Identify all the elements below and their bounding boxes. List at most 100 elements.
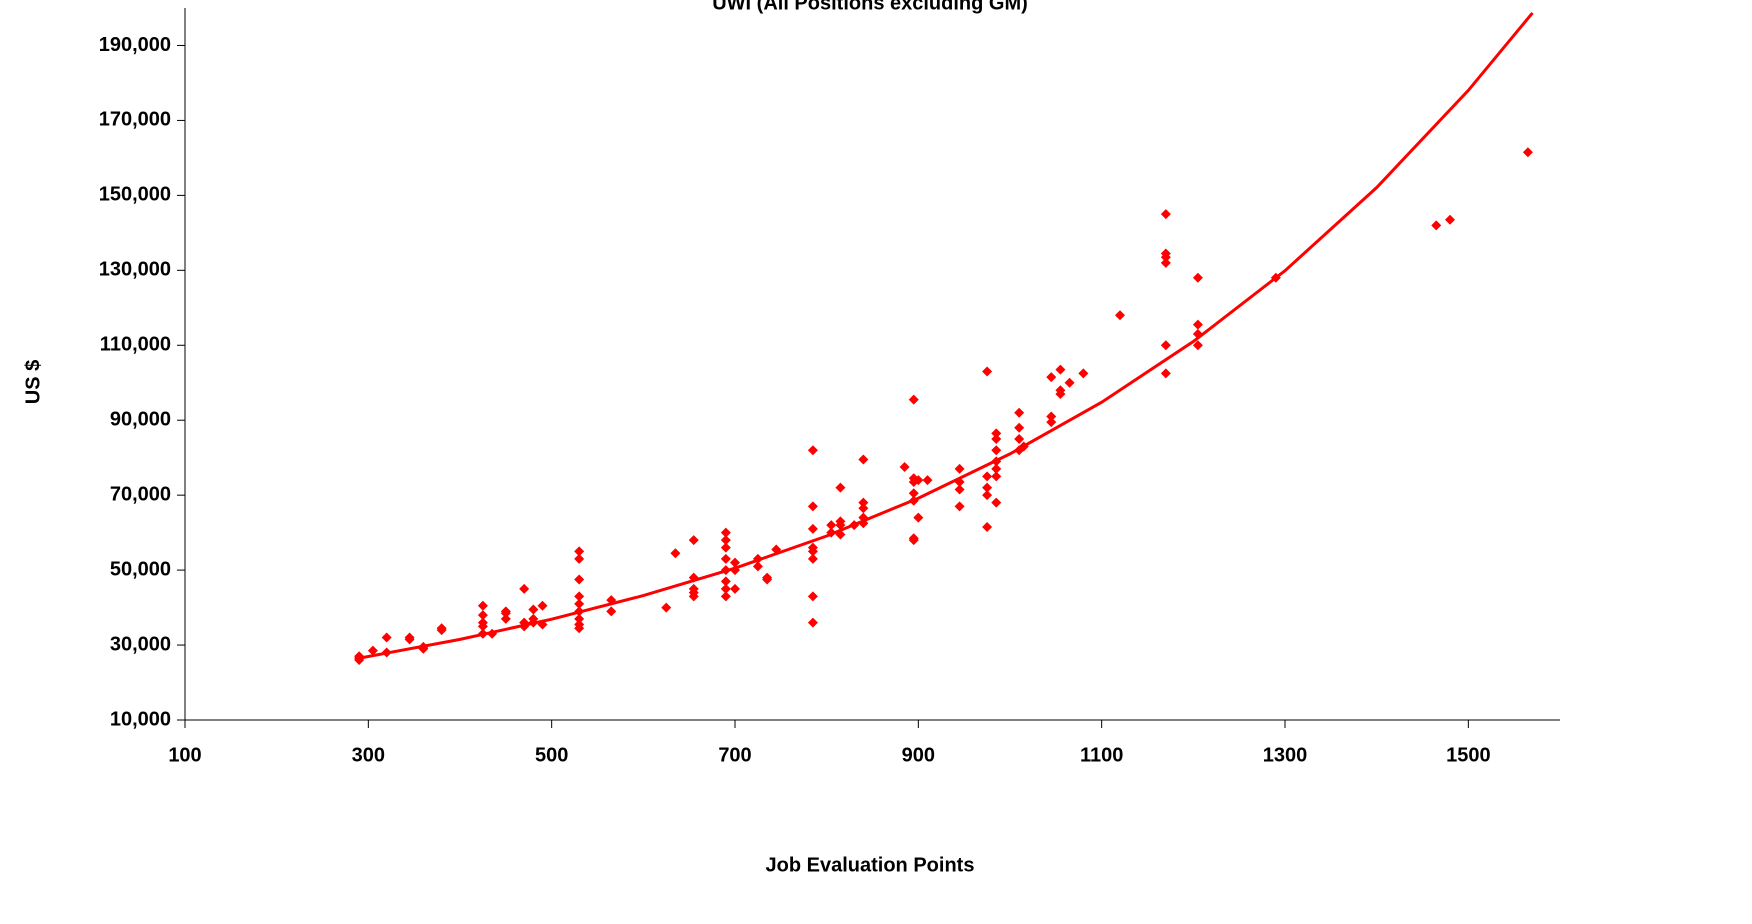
data-point bbox=[991, 471, 1002, 482]
data-point bbox=[826, 520, 837, 531]
data-point bbox=[477, 617, 488, 628]
data-point bbox=[574, 574, 585, 585]
data-point bbox=[477, 610, 488, 621]
data-point bbox=[720, 591, 731, 602]
y-tick-label: 130,000 bbox=[99, 259, 171, 281]
data-point bbox=[807, 445, 818, 456]
data-point bbox=[954, 463, 965, 474]
data-point bbox=[991, 497, 1002, 508]
data-point bbox=[436, 623, 447, 634]
data-point bbox=[574, 619, 585, 630]
data-point bbox=[1445, 214, 1455, 225]
data-point bbox=[922, 475, 933, 486]
data-point bbox=[1014, 433, 1025, 444]
data-point bbox=[991, 428, 1002, 439]
data-point bbox=[1522, 147, 1533, 158]
y-axis-label: US $ bbox=[22, 360, 44, 404]
data-point bbox=[730, 557, 740, 568]
y-tick-label: 50,000 bbox=[110, 558, 171, 580]
data-point bbox=[574, 613, 585, 624]
data-point bbox=[752, 561, 763, 572]
data-point bbox=[519, 583, 530, 594]
data-point bbox=[858, 503, 869, 514]
x-axis-label: Job Evaluation Points bbox=[766, 854, 975, 876]
data-point bbox=[908, 488, 919, 499]
x-tick-label: 900 bbox=[902, 744, 935, 766]
data-point bbox=[1046, 411, 1057, 422]
y-tick-label: 90,000 bbox=[110, 408, 171, 430]
data-point bbox=[720, 527, 731, 538]
y-tick-label: 70,000 bbox=[110, 483, 171, 505]
data-point bbox=[1078, 368, 1089, 379]
x-tick-label: 100 bbox=[168, 744, 201, 766]
data-point bbox=[574, 598, 585, 609]
data-point bbox=[720, 583, 731, 594]
data-point bbox=[991, 445, 1002, 456]
data-point bbox=[982, 482, 993, 493]
data-point bbox=[720, 576, 731, 587]
data-point bbox=[1160, 340, 1171, 351]
data-point bbox=[1046, 417, 1057, 428]
y-tick-label: 110,000 bbox=[100, 334, 171, 356]
data-point bbox=[807, 523, 818, 534]
x-tick-label: 1500 bbox=[1446, 744, 1491, 766]
data-point bbox=[1192, 319, 1203, 330]
data-point bbox=[1115, 310, 1125, 321]
data-point bbox=[688, 583, 699, 594]
data-point bbox=[835, 482, 846, 493]
data-point bbox=[537, 600, 548, 611]
data-point bbox=[670, 548, 681, 559]
data-point bbox=[982, 522, 993, 533]
data-point bbox=[688, 535, 699, 546]
data-point bbox=[574, 591, 585, 602]
y-tick-label: 30,000 bbox=[110, 633, 171, 655]
data-point bbox=[720, 535, 731, 546]
data-point bbox=[913, 475, 924, 486]
data-point bbox=[982, 471, 993, 482]
data-point bbox=[367, 645, 378, 656]
x-tick-label: 1300 bbox=[1263, 744, 1308, 766]
data-point bbox=[354, 653, 365, 664]
data-point bbox=[720, 542, 731, 553]
data-point bbox=[762, 572, 773, 583]
y-tick-label: 10,000 bbox=[110, 708, 171, 730]
data-point bbox=[807, 617, 818, 628]
data-point bbox=[500, 613, 511, 624]
data-point bbox=[1160, 257, 1171, 268]
x-tick-label: 1100 bbox=[1080, 744, 1123, 766]
x-tick-label: 300 bbox=[352, 744, 385, 766]
data-point bbox=[1046, 372, 1057, 383]
data-point bbox=[991, 433, 1002, 444]
data-point bbox=[807, 591, 818, 602]
data-point bbox=[606, 606, 617, 617]
x-tick-label: 500 bbox=[535, 744, 568, 766]
data-point bbox=[858, 497, 869, 508]
data-point bbox=[1055, 385, 1066, 396]
data-point bbox=[381, 632, 392, 643]
trend-line bbox=[358, 11, 1534, 660]
data-point bbox=[835, 516, 846, 527]
data-point bbox=[807, 553, 818, 564]
data-point bbox=[1064, 377, 1075, 388]
data-point bbox=[954, 501, 965, 512]
data-point bbox=[807, 501, 818, 512]
data-point bbox=[1192, 272, 1203, 283]
data-point bbox=[720, 553, 731, 564]
data-point bbox=[954, 484, 965, 495]
data-point bbox=[1160, 248, 1171, 259]
data-point bbox=[908, 394, 919, 405]
x-tick-label: 700 bbox=[718, 744, 751, 766]
data-point bbox=[1014, 407, 1025, 418]
data-point bbox=[899, 462, 910, 473]
data-point bbox=[1192, 340, 1203, 351]
y-tick-label: 150,000 bbox=[99, 184, 171, 206]
data-point bbox=[908, 533, 919, 544]
y-tick-label: 170,000 bbox=[99, 109, 171, 131]
data-point bbox=[913, 512, 924, 523]
data-point bbox=[661, 602, 672, 613]
data-point bbox=[807, 542, 818, 553]
data-point bbox=[982, 490, 993, 501]
data-point bbox=[1160, 209, 1171, 220]
